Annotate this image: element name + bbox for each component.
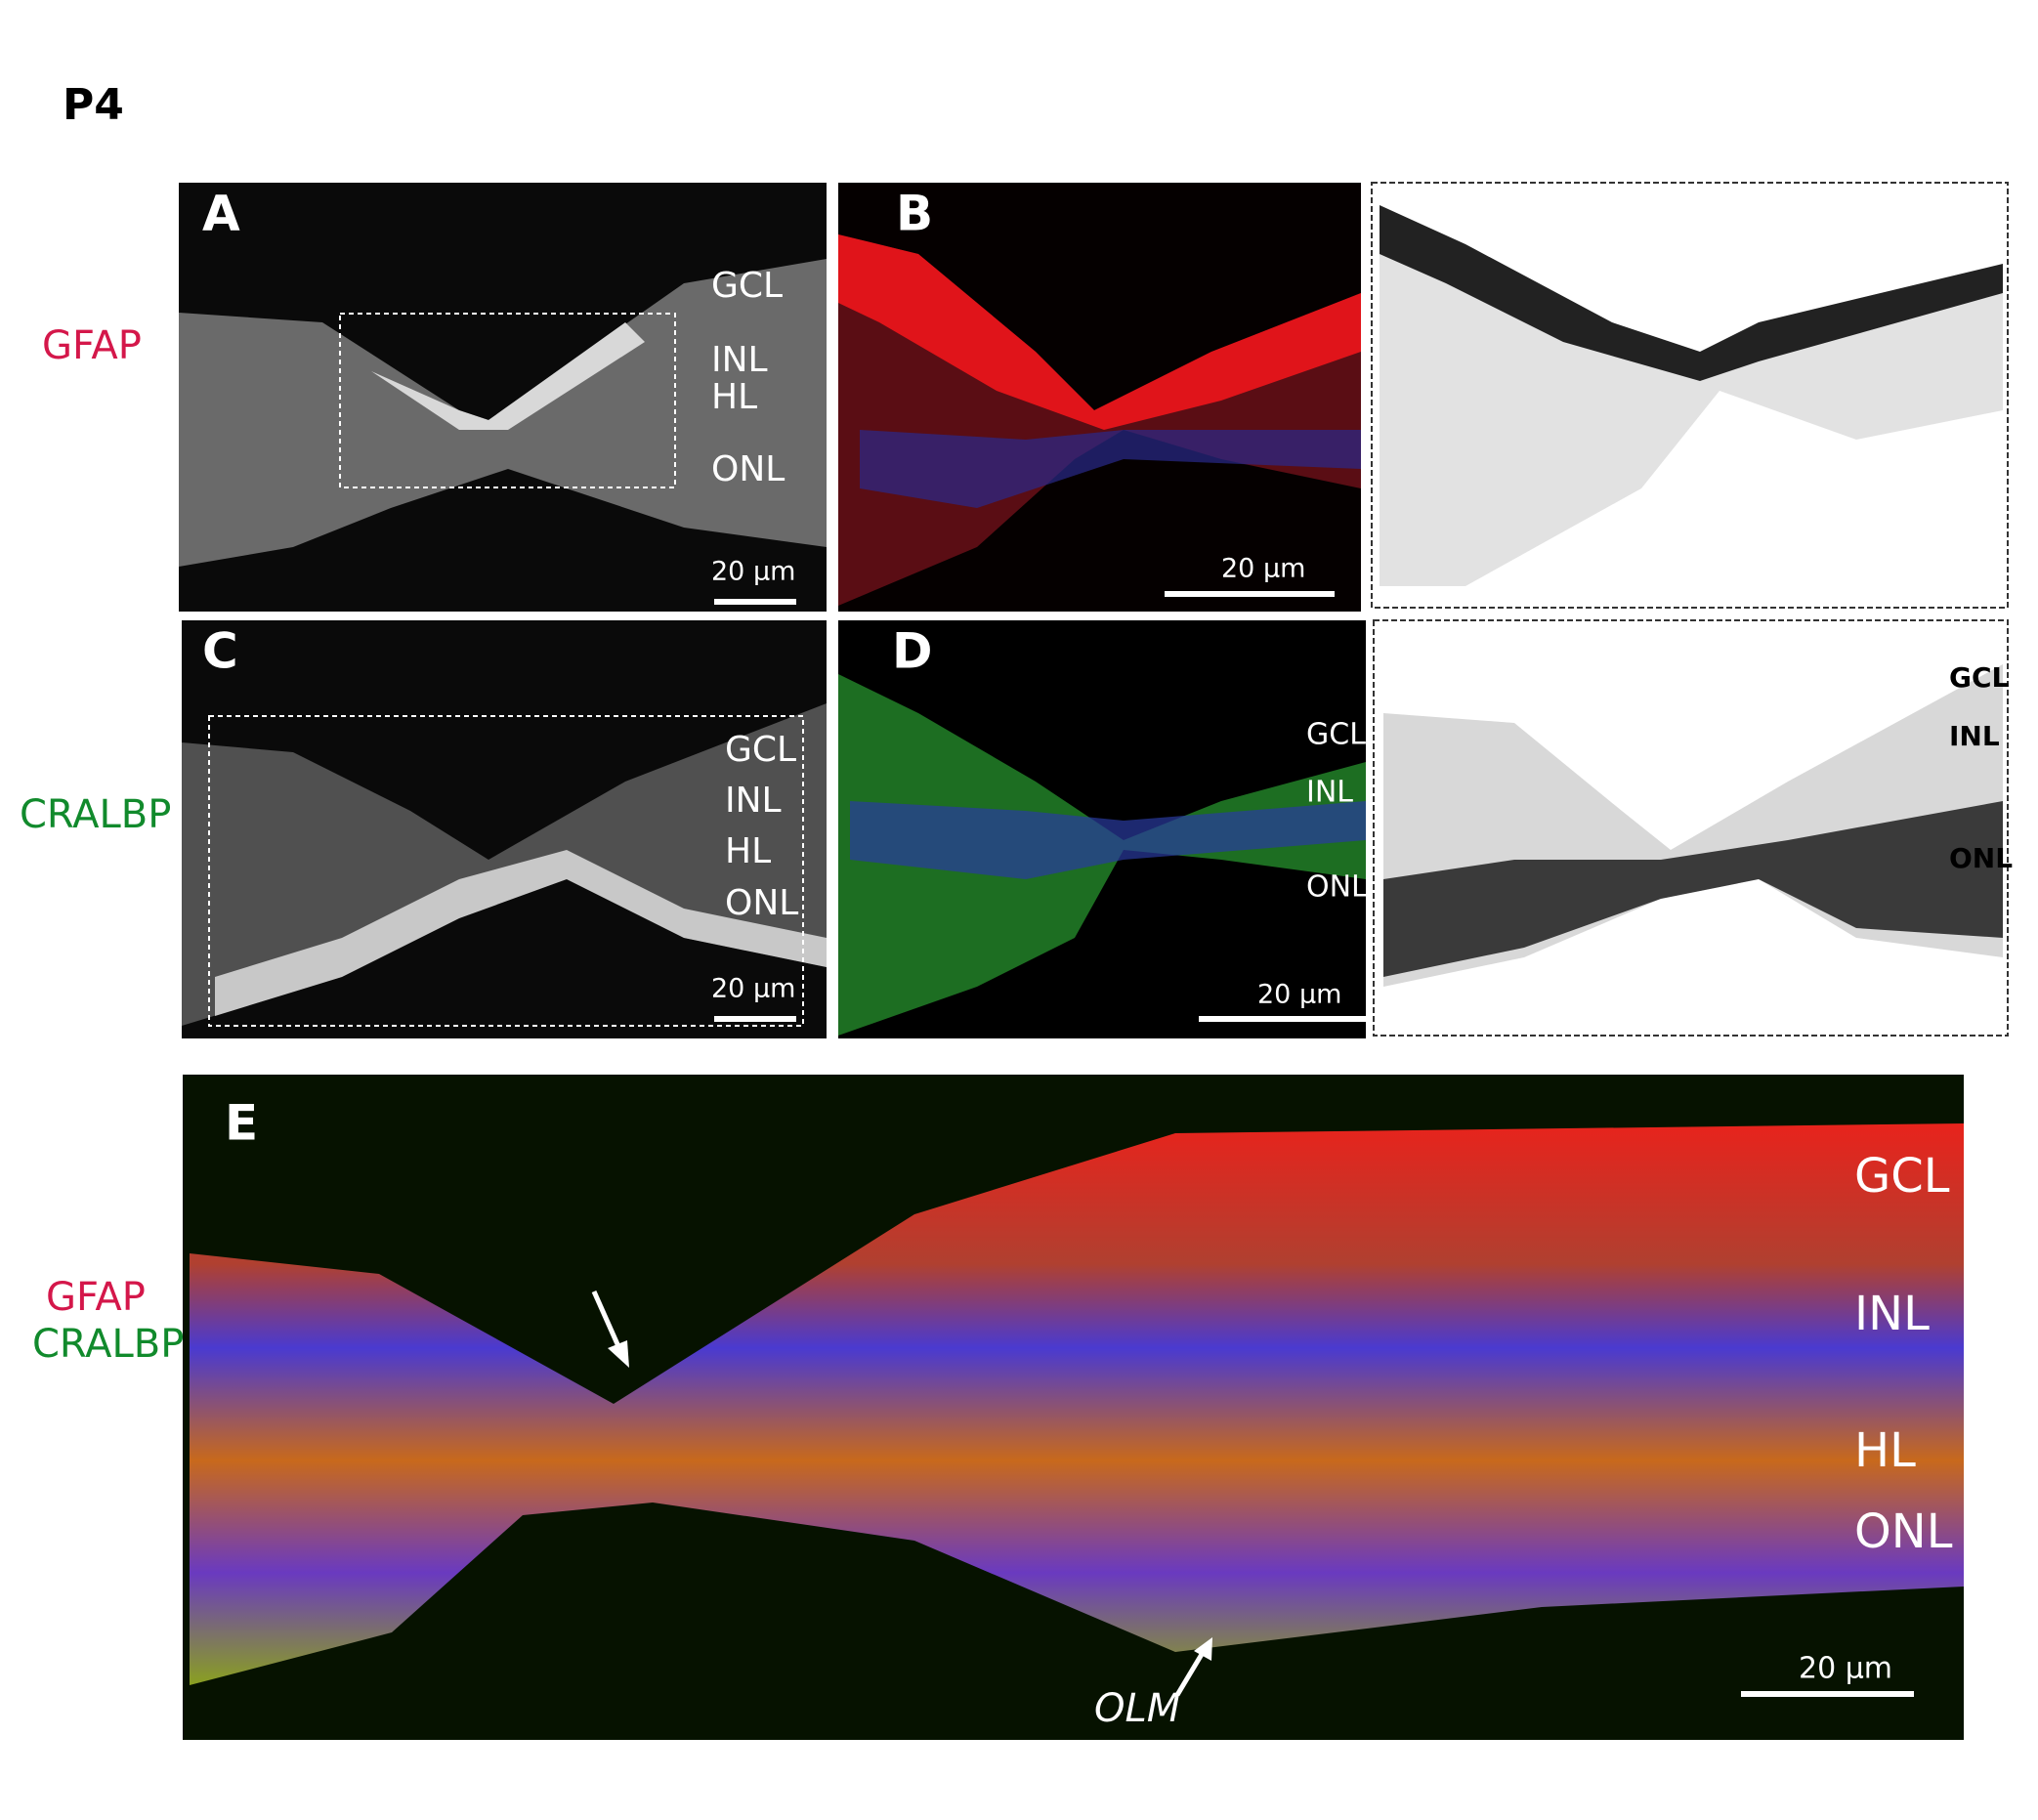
scale-bar-label: 20 µm — [1799, 1652, 1892, 1686]
panel-a: A GCL INL HL ONL 20 µm — [179, 183, 827, 612]
layer-label: ONL — [1854, 1504, 1953, 1559]
stain-label: GFAP — [46, 1275, 146, 1320]
row-label: GFAP — [42, 323, 142, 368]
arrow-head — [1194, 1637, 1212, 1661]
panel-letter: B — [896, 186, 933, 242]
tissue-bright — [371, 322, 645, 430]
nuclei — [850, 801, 1366, 879]
layer-label: HL — [1854, 1423, 1916, 1478]
layer-label: GCL — [1854, 1149, 1950, 1204]
scale-bar-label: 20 µm — [1257, 980, 1341, 1010]
layer-label: INL — [1306, 776, 1353, 810]
scale-bar-label: 20 µm — [711, 557, 795, 587]
panel-letter: A — [202, 186, 240, 242]
panel-letter: C — [202, 623, 238, 680]
layer-label: GCL — [725, 730, 796, 770]
layer-label: INL — [725, 781, 782, 821]
panel-letter: D — [892, 623, 933, 680]
scale-bar-label: 20 µm — [1221, 554, 1305, 584]
layer-label: GCL — [1306, 718, 1366, 752]
panel-b: B 20 µm — [838, 183, 1361, 612]
panel-d: D GCL INL ONL 20 µm — [838, 620, 1368, 1038]
tissue-bright — [838, 234, 1361, 430]
layer-label: ONL — [1306, 870, 1368, 905]
layer-label: GCL — [1949, 661, 2010, 694]
panel-letter: E — [225, 1095, 258, 1152]
tissue-bright — [215, 850, 827, 1016]
layer-label: HL — [711, 377, 757, 417]
panel-c-inverted: GCL INL ONL — [1373, 619, 2013, 1037]
layer-label: INL — [1854, 1287, 1930, 1341]
arrow-head — [608, 1340, 629, 1368]
row-label: CRALBP — [20, 792, 171, 837]
layer-label: GCL — [711, 266, 783, 306]
tissue-dark — [1380, 205, 2003, 381]
layer-label: INL — [711, 340, 768, 380]
stain-label: CRALBP — [32, 1322, 184, 1367]
panel-c: C GCL INL HL ONL 20 µm — [182, 620, 827, 1038]
annotation: OLM — [1094, 1686, 1180, 1731]
inset-box — [208, 715, 804, 1027]
arrow — [1174, 1649, 1207, 1697]
tissue-dark — [1383, 801, 2003, 977]
layer-label: HL — [725, 831, 771, 871]
panel-b-inverted — [1371, 182, 2009, 609]
arrow — [591, 1290, 624, 1355]
layer-label: ONL — [1949, 842, 2013, 874]
layer-label: ONL — [725, 883, 798, 923]
inset-box — [339, 313, 676, 488]
layer-label: ONL — [711, 449, 785, 489]
panel-e: E GCL INL HL ONL OLM 20 µm — [183, 1075, 1964, 1740]
nuclei — [860, 430, 1361, 508]
scale-bar-label: 20 µm — [711, 974, 795, 1004]
tissue — [190, 1123, 1964, 1685]
figure-label: P4 — [63, 80, 124, 130]
layer-label: INL — [1949, 720, 2000, 752]
